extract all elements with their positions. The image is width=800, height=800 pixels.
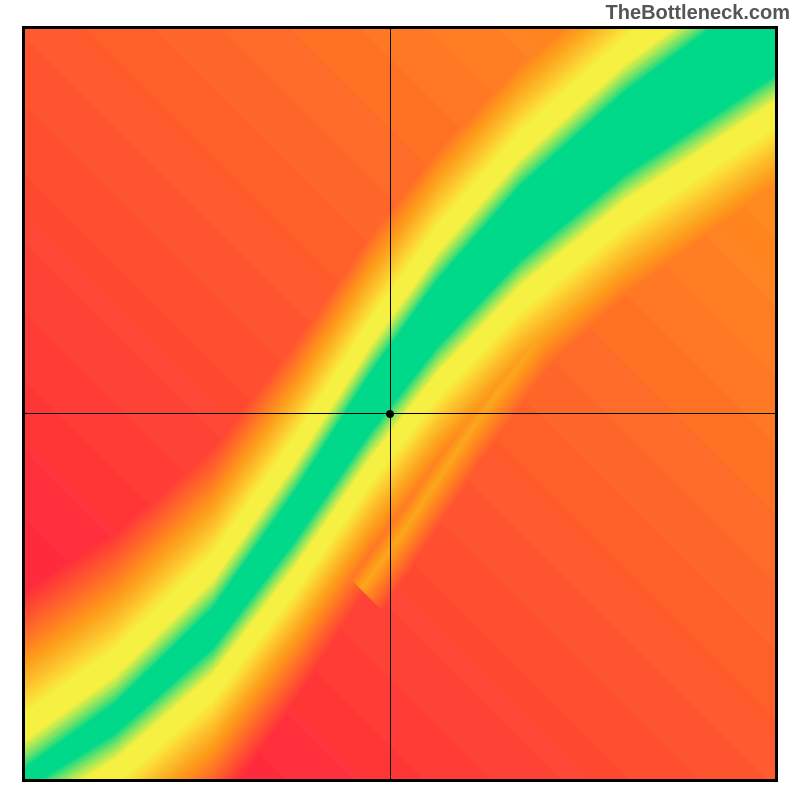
crosshair-vertical [390,29,391,779]
chart-container: TheBottleneck.com [0,0,800,800]
watermark-text: TheBottleneck.com [606,2,790,25]
crosshair-horizontal [25,413,775,414]
data-point-marker [386,410,394,418]
plot-frame [22,26,778,782]
heatmap-canvas [25,29,775,779]
